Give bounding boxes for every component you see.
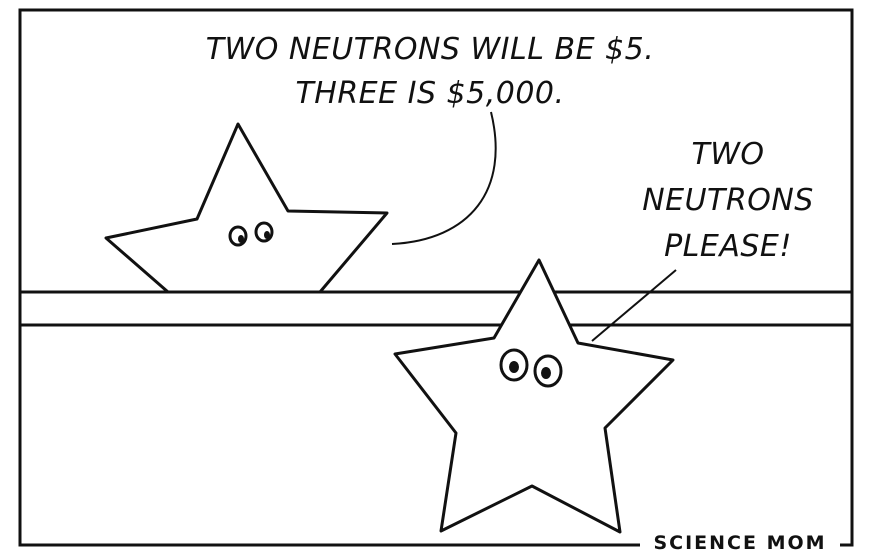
- shopkeeper-eyes: [228, 221, 274, 247]
- customer-star: [393, 258, 675, 534]
- speech-line: NEUTRONS: [642, 183, 814, 218]
- credit-logo: SCIENCE MOM: [640, 530, 840, 556]
- speech-line: THREE IS $5,000.: [295, 76, 565, 111]
- panel-border: [18, 8, 854, 547]
- speech-line: TWO: [691, 137, 765, 172]
- speech-bubble-customer: TWO NEUTRONS PLEASE!: [618, 132, 838, 270]
- speech-tail-top: [391, 111, 497, 245]
- shopkeeper-star: [104, 122, 389, 294]
- speech-line: TWO NEUTRONS WILL BE $5.: [205, 32, 655, 67]
- customer-eyes: [499, 348, 563, 388]
- speech-line: PLEASE!: [664, 229, 792, 264]
- speech-bubble-shopkeeper: TWO NEUTRONS WILL BE $5. THREE IS $5,000…: [180, 28, 680, 116]
- speech-tail-right: [591, 269, 677, 342]
- counter-top: [18, 290, 854, 327]
